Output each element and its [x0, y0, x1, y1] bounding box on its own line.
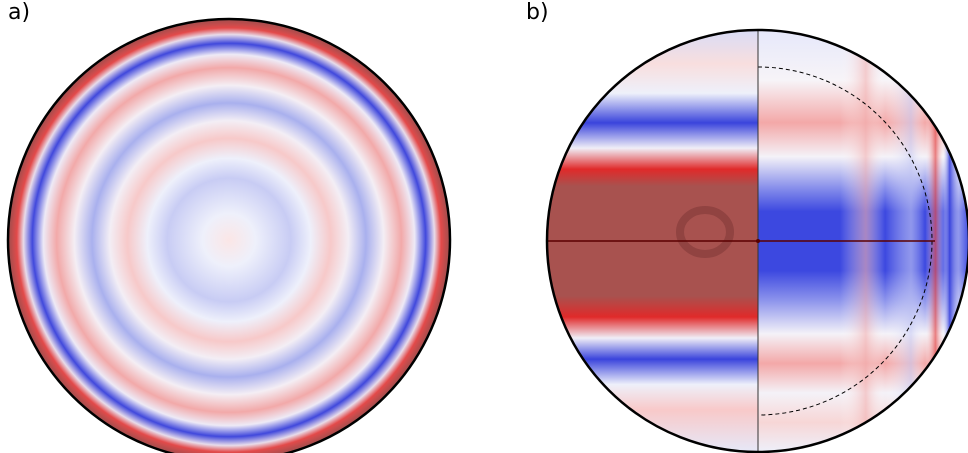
panel-a-disk — [6, 17, 452, 453]
panel-b-outline — [545, 28, 968, 453]
center-dot — [756, 239, 760, 243]
panel-label: b) — [526, 0, 549, 25]
panel-label: a) — [8, 0, 31, 25]
feature — [676, 206, 734, 258]
right-stripes — [758, 30, 968, 452]
